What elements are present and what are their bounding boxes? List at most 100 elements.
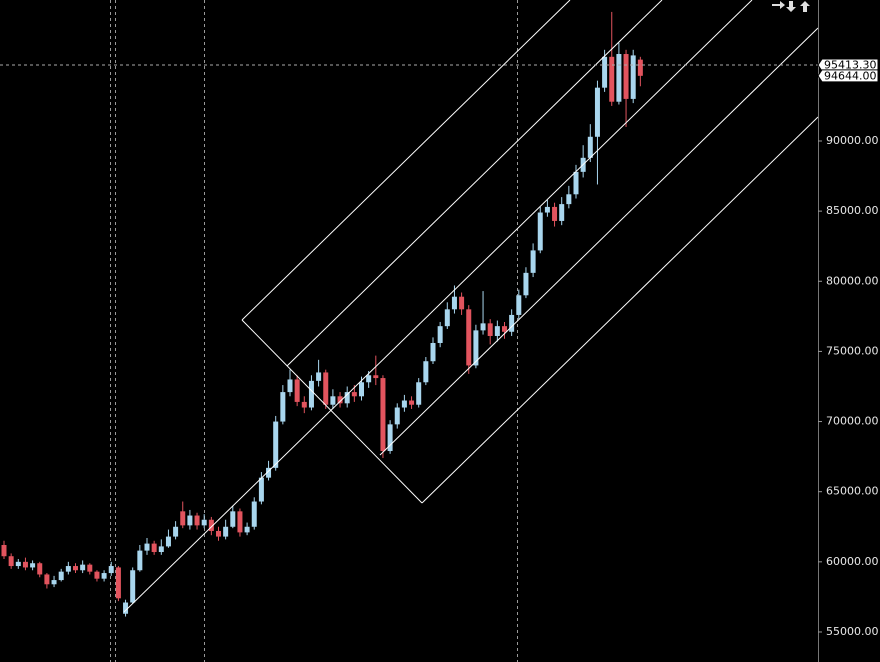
candle-body (137, 550, 143, 571)
candle-body (237, 511, 243, 533)
candle-body (273, 421, 279, 468)
candle-body (123, 602, 129, 614)
y-tick-label: 90000.00 (826, 134, 879, 147)
channel-drawing (123, 0, 819, 613)
candle-body (201, 519, 207, 526)
candle-body (151, 543, 157, 553)
candle-body (37, 563, 43, 575)
candle-body (359, 382, 364, 397)
candle-body (502, 326, 507, 332)
candle-body (373, 375, 379, 379)
channel-line (286, 0, 663, 367)
candle-body (387, 424, 393, 452)
candle-body (473, 330, 479, 366)
candle-body (294, 379, 300, 402)
scroll-up-icon[interactable] (800, 1, 810, 12)
last-price-tag-label: 94644.00 (824, 69, 877, 82)
candle-body (280, 392, 286, 422)
candle-body (630, 55, 636, 99)
candle-body (451, 296, 457, 310)
candle-body (208, 519, 214, 531)
candle-body (115, 567, 121, 599)
candle-body (409, 400, 415, 405)
candle-body (180, 511, 186, 526)
y-tick-label: 85000.00 (826, 204, 879, 217)
candle-body (44, 574, 50, 585)
candle-body (94, 571, 100, 579)
candle-body (173, 526, 179, 537)
candle-body (80, 564, 86, 571)
toolbar-icons[interactable] (772, 1, 810, 12)
channel-line (379, 27, 819, 456)
candle-body (330, 396, 336, 405)
candle-body (194, 515, 200, 526)
channel-handle (241, 319, 423, 504)
candle-body (251, 501, 257, 527)
candle-body (308, 380, 314, 408)
candle-body (594, 87, 600, 137)
channel-line (123, 0, 753, 613)
scroll-down-icon[interactable] (786, 1, 796, 12)
candle-body (566, 194, 572, 205)
candle-body (87, 564, 93, 572)
last-price-tag-box (817, 69, 879, 83)
candle-body (609, 56, 615, 102)
scroll-right-icon[interactable] (772, 1, 785, 9)
candle-body (423, 361, 429, 383)
y-tick-label: 65000.00 (826, 485, 879, 498)
channel-line (241, 0, 571, 321)
candle-body (394, 407, 400, 425)
candle-body (337, 396, 343, 404)
candle-body (8, 556, 14, 567)
candle-body (516, 295, 522, 315)
candle-body (216, 530, 221, 537)
y-tick-label: 55000.00 (826, 625, 879, 638)
candle-body (523, 272, 529, 296)
candle-body (466, 309, 472, 366)
candle-body (416, 382, 422, 405)
candle-body (22, 561, 28, 568)
y-tick-label: 80000.00 (826, 274, 879, 287)
candle-body (101, 573, 107, 579)
candle-body (187, 515, 193, 526)
candle-body (58, 571, 64, 581)
candle-body (637, 59, 643, 76)
candle-body (1, 545, 7, 557)
candle-body (15, 561, 21, 567)
candle-body (401, 400, 407, 408)
candle-body (537, 212, 543, 251)
candle-body (380, 378, 386, 452)
candle-body (258, 477, 264, 502)
candle-body (573, 171, 579, 195)
price-axis: 55000.00 60000.00 65000.00 70000.00 75000.00… (818, 134, 879, 638)
candle-body (530, 250, 536, 273)
candle-body (301, 401, 307, 408)
candle-body (230, 511, 236, 527)
candle-body (494, 326, 500, 336)
candle-body (623, 54, 629, 99)
y-tick-label: 75000.00 (826, 344, 879, 357)
candle-body (351, 392, 357, 397)
y-tick-label: 70000.00 (826, 415, 879, 428)
crosshair-price-tag-label: 95413.30 (824, 59, 877, 72)
candle-body (459, 296, 465, 310)
candle-body (165, 536, 171, 547)
candle-body (480, 323, 486, 331)
candle-body (73, 566, 78, 571)
candle-body (602, 56, 608, 88)
candle-body (108, 566, 114, 574)
candle-body (65, 566, 71, 572)
candle-body (244, 526, 250, 533)
candle-body (316, 372, 322, 381)
candle-body (587, 136, 593, 158)
candle-body (487, 323, 493, 336)
candle-body (158, 546, 164, 553)
y-tick-label: 60000.00 (826, 555, 879, 568)
candle-body (323, 372, 329, 405)
candle-body (616, 54, 622, 102)
last-price-tag: 94644.00 (817, 69, 879, 83)
candle-body (51, 580, 57, 585)
candle-body (266, 467, 272, 478)
channel-line (421, 116, 819, 504)
